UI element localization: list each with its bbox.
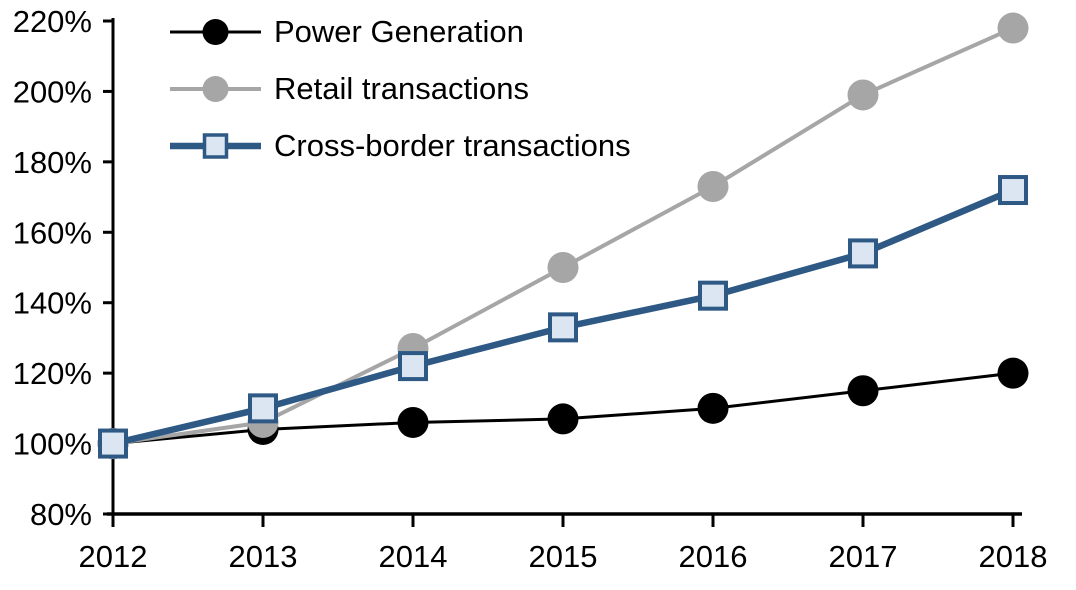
series-marker-cross-border-transactions xyxy=(848,238,878,269)
series-marker-power-generation xyxy=(997,357,1029,389)
legend-key-cross-border-transactions-icon xyxy=(170,132,261,159)
legend-item-cross-border-transactions: Cross-border transactions xyxy=(168,117,631,174)
legend-item-power-generation: Power Generation xyxy=(168,3,631,60)
legend-label-retail-transactions: Retail transactions xyxy=(274,71,530,106)
series-marker-cross-border-transactions xyxy=(998,175,1028,206)
series-marker-power-generation xyxy=(697,392,729,424)
y-axis-tick-label: 160% xyxy=(13,215,92,250)
series-marker-retail-transactions xyxy=(847,79,879,111)
legend-key-retail-transactions-icon xyxy=(170,75,261,102)
x-axis-tick-label: 2013 xyxy=(229,539,298,574)
legend-label-power-generation: Power Generation xyxy=(274,14,524,49)
series-marker-retail-transactions xyxy=(547,252,579,283)
series-marker-cross-border-transactions xyxy=(398,351,428,382)
y-axis-tick-label: 140% xyxy=(13,286,92,321)
y-axis-tick-label: 120% xyxy=(13,356,92,391)
series-marker-retail-transactions xyxy=(697,171,729,203)
legend: Power Generation Retail transactions Cross… xyxy=(168,3,631,174)
legend-item-retail-transactions: Retail transactions xyxy=(168,60,631,117)
series-marker-cross-border-transactions xyxy=(98,428,128,459)
x-axis-tick-label: 2016 xyxy=(679,539,748,574)
legend-label-cross-border-transactions: Cross-border transactions xyxy=(274,128,631,163)
legend-sample-marker-retail-transactions xyxy=(202,75,229,102)
x-axis-tick-label: 2012 xyxy=(79,539,148,574)
legend-sample-marker-cross-border-transactions xyxy=(202,132,229,159)
series-marker-cross-border-transactions xyxy=(698,280,728,311)
legend-key-power-generation-icon xyxy=(170,18,261,45)
legend-sample-marker-power-generation xyxy=(202,18,229,45)
x-axis-tick-label: 2017 xyxy=(829,539,898,574)
y-axis-tick-label: 200% xyxy=(13,74,92,109)
series-marker-power-generation xyxy=(847,375,879,407)
y-axis-tick-label: 80% xyxy=(30,497,92,532)
x-axis-tick-label: 2018 xyxy=(979,539,1048,574)
series-marker-cross-border-transactions xyxy=(548,312,578,343)
series-marker-cross-border-transactions xyxy=(248,393,278,424)
y-axis-tick-label: 100% xyxy=(13,427,92,462)
x-axis-tick-label: 2014 xyxy=(379,539,448,574)
series-marker-power-generation xyxy=(547,403,579,435)
series-marker-retail-transactions xyxy=(997,12,1029,44)
series-marker-power-generation xyxy=(397,406,429,438)
x-axis-tick-label: 2015 xyxy=(529,539,598,574)
y-axis-tick-label: 180% xyxy=(13,145,92,180)
y-axis-tick-label: 220% xyxy=(13,4,92,39)
